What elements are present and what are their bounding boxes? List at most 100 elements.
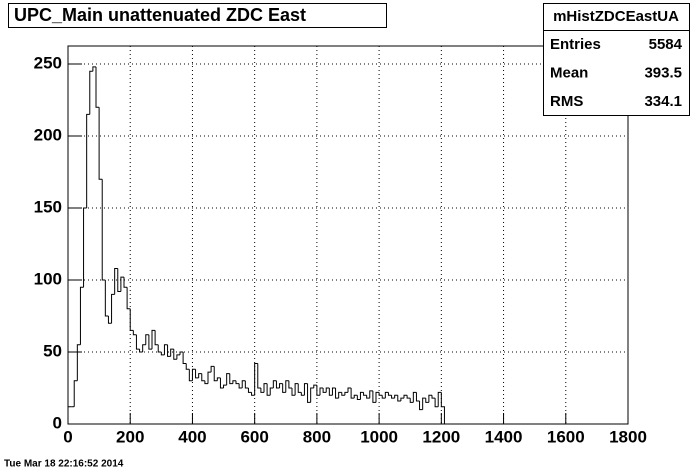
histogram-bin [322,388,327,393]
histogram-bin [92,66,96,72]
histogram-bin [378,392,383,396]
histogram-bin [163,344,168,355]
histogram-bin [412,391,417,403]
histogram-bin [207,371,212,384]
stats-box [543,3,690,116]
histogram-bin [338,391,342,399]
histogram-bin [139,349,143,353]
stats-value: 5584 [649,36,683,53]
histogram-bin [384,391,389,399]
histogram-bin [303,383,308,396]
x-tick-label: 600 [240,427,268,446]
histogram-bin [111,293,115,324]
histogram-bin [173,349,177,360]
stats-name: mHistZDCEastUA [553,8,679,25]
histogram-bin [254,363,258,396]
histogram-bin [148,334,152,350]
histogram-bin [387,392,392,396]
histogram-bin [95,66,100,108]
histogram-bin [350,388,355,399]
histogram-bin [238,383,243,389]
histogram-bin [316,385,320,396]
histogram-bin [353,394,358,399]
histogram-bin [397,395,401,402]
grid [67,46,629,425]
y-tick-label: 50 [43,341,62,360]
histogram-bin [101,179,106,281]
y-tick-label: 0 [53,413,62,432]
histogram-bin [76,344,81,381]
histogram-bin [229,373,233,385]
histogram-bin [182,352,187,365]
histogram [67,66,445,424]
x-tick-label: 1000 [360,427,398,446]
histogram-bin [232,380,236,384]
histogram-bin [428,394,432,403]
histogram-bin [331,387,336,396]
histogram-bin [145,334,149,345]
histogram-bin [313,384,317,388]
histogram-bin [98,107,103,180]
y-tick-label: 200 [34,125,62,144]
x-tick-label: 400 [178,427,206,446]
histogram-bin [288,380,292,389]
histogram-bin [195,369,199,379]
histogram-bin [434,398,439,408]
histogram-bin [363,392,367,396]
histogram-bin [83,207,87,288]
histogram-bin [247,388,252,393]
chart-title: UPC_Main unattenuated ZDC East [14,5,306,25]
histogram-bin [325,387,330,393]
histogram-bin [347,387,352,393]
x-tick-label: 200 [116,427,144,446]
histogram-bin [219,377,224,389]
stats-value: 393.5 [644,64,682,81]
y-tick-label: 250 [34,53,62,72]
histogram-bin [437,391,442,407]
histogram-bin [89,70,93,115]
x-tick-label: 800 [303,427,331,446]
histogram-bin [335,388,339,399]
histogram-bin [269,387,274,396]
histogram-bin [226,373,230,386]
histogram-bin [341,392,345,396]
histogram-bin [120,276,124,292]
histogram-bin [409,398,414,403]
histogram-bin [344,391,348,396]
histogram-bin [300,392,305,396]
histogram-bin [419,400,423,411]
histogram-bin [86,113,90,208]
x-tick-label: 0 [63,427,72,446]
histogram-bin [310,387,314,403]
histogram-bin [282,383,286,393]
histogram-bin [406,395,411,399]
histogram-bin [381,395,386,399]
x-tick-label: 1400 [485,427,523,446]
histogram-bin [394,394,398,399]
stats-label: RMS [550,93,583,110]
plot-frame [67,45,629,425]
histogram-bin [73,380,78,407]
stats-label: Mean [550,64,588,81]
timestamp: Tue Mar 18 22:16:52 2014 [4,459,124,470]
histogram-bin [272,380,277,388]
histogram-bin [294,383,299,396]
histogram-bin [117,268,121,293]
histogram-bin [391,395,395,399]
histogram-bin [154,330,159,346]
y-tick-label: 100 [34,269,62,288]
histogram-bin [160,352,165,356]
histogram-bin [307,383,311,403]
histogram-bin [425,398,429,403]
x-tick-label: 1600 [547,427,585,446]
histogram-bin [251,392,255,396]
histogram-bin [369,390,373,399]
histogram-bin [126,287,131,310]
title-box [8,3,387,28]
histogram-bin [366,395,370,399]
histogram-bin [129,308,134,331]
histogram-bin [328,388,333,396]
histogram-bin [279,383,283,388]
y-tick-label: 150 [34,197,62,216]
histogram-bin [372,390,376,403]
